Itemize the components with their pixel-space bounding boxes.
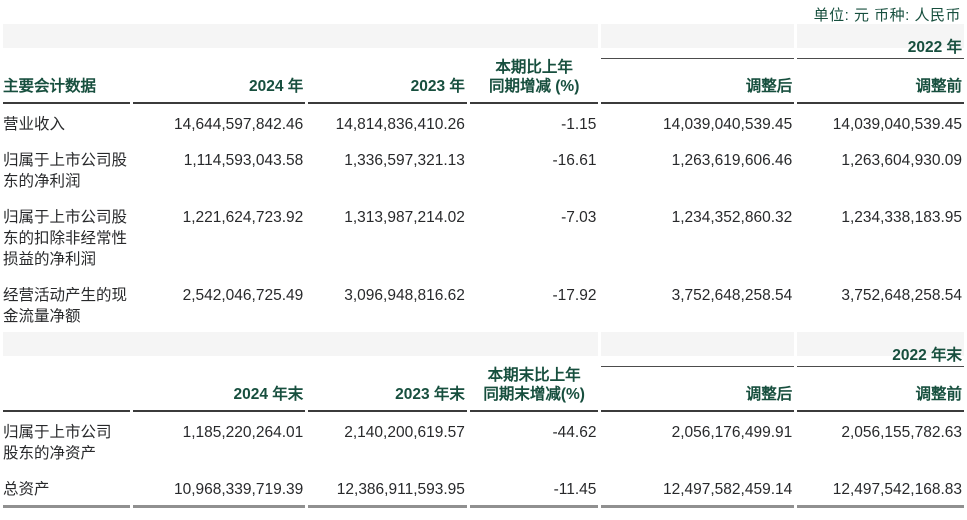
col-header-adjusted-after: 调整后 [601,58,795,104]
value-2022-adjusted-after: 14,039,040,539.45 [662,116,793,133]
value-2024: 2,542,046,725.49 [182,287,304,304]
metric-label: 归属于上市公司 股东的净资产 [3,424,112,462]
value-2022-adjusted-before: 2,056,155,782.63 [841,424,962,441]
span-row-spacer [601,24,795,58]
span-row-spacer [601,332,795,366]
col-header-adjusted-after: 调整后 [601,366,795,412]
col-header-change: 本期末比上年 同期末增减(%) [469,366,599,412]
col-header-metric [3,366,130,412]
span-row-spacer [3,332,599,366]
value-2024: 1,185,220,264.01 [182,424,304,441]
value-2022-adjusted-after: 2,056,176,499.91 [671,424,793,441]
column-header-row: 2024 年末 2023 年末 本期末比上年 同期末增减(%) 调整后 调整前 [3,366,964,412]
value-2022-adjusted-after: 1,234,352,860.32 [671,209,793,226]
table-row: 归属于上市公司股 东的净利润 1,114,593,043.58 1,336,59… [3,140,964,197]
value-2023: 1,336,597,321.13 [344,152,465,169]
value-2023: 14,814,836,410.26 [335,116,465,133]
value-2022-adjusted-after: 1,263,619,606.46 [671,152,793,169]
value-2022-adjusted-before: 14,039,040,539.45 [832,116,962,133]
col-header-metric: 主要会计数据 [3,58,130,104]
metric-label: 营业收入 [3,116,66,133]
metric-label: 归属于上市公司股 东的扣除非经常性 损益的净利润 [3,209,128,268]
col-header-adjusted-before: 调整前 [797,58,964,104]
span-row-spacer [3,24,599,58]
column-header-row: 主要会计数据 2024 年 2023 年 本期比上年 同期增减 (%) 调整后 … [3,58,964,104]
period-end-data-table: 2022 年末 2024 年末 2023 年末 本期末比上年 同期末增减(%) … [0,332,967,508]
value-2024: 10,968,339,719.39 [132,469,306,508]
table-row: 归属于上市公司股 东的扣除非经常性 损益的净利润 1,221,624,723.9… [3,197,964,275]
value-change: -1.15 [561,116,597,133]
year-span-row: 2022 年 [3,24,964,58]
annual-data-table: 2022 年 主要会计数据 2024 年 2023 年 本期比上年 同期增减 (… [0,24,967,332]
value-2023: 2,140,200,619.57 [344,424,465,441]
table-row: 营业收入 14,644,597,842.46 14,814,836,410.26… [3,104,964,140]
value-2022-adjusted-before: 1,234,338,183.95 [841,209,962,226]
value-2022-adjusted-before: 12,497,542,168.83 [797,469,964,508]
value-2022-adjusted-before: 3,752,648,258.54 [841,287,962,304]
value-change: -7.03 [561,209,597,226]
metric-label: 总资产 [3,469,130,508]
value-2022-adjusted-before: 1,263,604,930.09 [841,152,962,169]
col-header-2024-year-end: 2024 年末 [132,366,306,412]
span-header-2022-year-end: 2022 年末 [797,332,964,366]
metric-label: 归属于上市公司股 东的净利润 [3,152,128,190]
table-row: 经营活动产生的现 金流量净额 2,542,046,725.49 3,096,94… [3,275,964,332]
value-2022-adjusted-after: 3,752,648,258.54 [671,287,793,304]
unit-currency-note: 单位: 元 币种: 人民币 [813,7,961,24]
value-2023: 12,386,911,593.95 [308,469,467,508]
col-header-adjusted-before: 调整前 [797,366,964,412]
col-header-2023: 2023 年 [308,58,467,104]
value-2022-adjusted-after: 12,497,582,459.14 [601,469,795,508]
value-2023: 1,313,987,214.02 [344,209,465,226]
table-row: 归属于上市公司 股东的净资产 1,185,220,264.01 2,140,20… [3,412,964,469]
value-change: -11.45 [469,469,599,508]
metric-label: 经营活动产生的现 金流量净额 [3,287,128,325]
span-header-2022: 2022 年 [797,24,964,58]
col-header-change: 本期比上年 同期增减 (%) [469,58,599,104]
value-2024: 14,644,597,842.46 [173,116,304,133]
value-2024: 1,114,593,043.58 [183,152,304,169]
col-header-2024: 2024 年 [132,58,306,104]
value-change: -44.62 [552,424,597,441]
value-change: -17.92 [552,287,597,304]
value-2024: 1,221,624,723.92 [182,209,304,226]
year-span-row: 2022 年末 [3,332,964,366]
table-row: 总资产 10,968,339,719.39 12,386,911,593.95 … [3,469,964,508]
value-change: -16.61 [552,152,597,169]
col-header-2023-year-end: 2023 年末 [308,366,467,412]
value-2023: 3,096,948,816.62 [344,287,465,304]
